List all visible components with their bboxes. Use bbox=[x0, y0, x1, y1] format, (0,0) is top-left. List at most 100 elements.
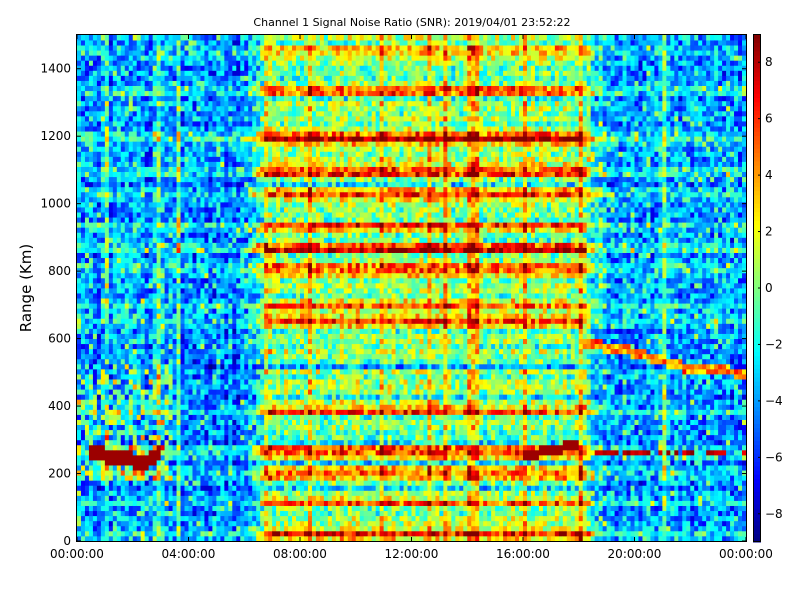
heatmap-cell bbox=[88, 166, 94, 173]
heatmap-cell bbox=[104, 363, 110, 370]
heatmap-cell bbox=[236, 525, 241, 532]
heatmap-cell bbox=[204, 110, 209, 117]
heatmap-cell bbox=[248, 460, 253, 466]
heatmap-cell bbox=[148, 343, 154, 350]
heatmap-cell bbox=[216, 323, 221, 329]
heatmap-cell bbox=[216, 424, 221, 431]
heatmap-cell bbox=[192, 45, 197, 51]
heatmap-cell bbox=[96, 282, 102, 289]
heatmap-cell bbox=[232, 348, 237, 355]
heatmap-cell bbox=[176, 444, 181, 451]
heatmap-cell bbox=[216, 121, 221, 127]
heatmap-cell bbox=[220, 186, 225, 193]
heatmap-cell bbox=[244, 136, 249, 142]
heatmap-cell bbox=[104, 515, 110, 522]
heatmap-cell bbox=[108, 379, 114, 385]
heatmap-cell bbox=[120, 429, 126, 436]
heatmap-cell bbox=[120, 379, 126, 385]
heatmap-cell bbox=[220, 85, 225, 92]
heatmap-cell bbox=[224, 131, 229, 137]
heatmap-cell bbox=[228, 242, 233, 248]
heatmap-cell bbox=[140, 181, 146, 188]
heatmap-cell bbox=[100, 293, 106, 299]
heatmap-cell bbox=[136, 358, 142, 365]
heatmap-cell bbox=[80, 252, 86, 259]
heatmap-cell bbox=[176, 105, 181, 112]
heatmap-cell bbox=[80, 267, 86, 274]
heatmap-cell bbox=[128, 267, 134, 274]
heatmap-cell bbox=[80, 368, 86, 375]
heatmap-cell bbox=[236, 535, 241, 542]
heatmap-cell bbox=[148, 338, 154, 345]
heatmap-cell bbox=[160, 232, 166, 238]
heatmap-cell bbox=[77, 166, 82, 173]
heatmap-cell bbox=[128, 262, 134, 269]
heatmap-cell bbox=[172, 530, 177, 537]
heatmap-cell bbox=[160, 85, 166, 92]
heatmap-cell bbox=[256, 100, 261, 107]
heatmap-cell bbox=[240, 414, 245, 420]
heatmap-cell bbox=[77, 399, 82, 405]
heatmap-cell bbox=[132, 85, 138, 92]
heatmap-cell bbox=[196, 313, 201, 319]
heatmap-cell bbox=[96, 328, 102, 334]
heatmap-cell bbox=[144, 227, 150, 233]
heatmap-cell bbox=[168, 186, 173, 193]
heatmap-cell bbox=[200, 201, 205, 208]
heatmap-cell bbox=[116, 176, 122, 183]
heatmap-cell bbox=[84, 328, 90, 334]
heatmap-cell bbox=[260, 480, 265, 486]
heatmap-cell bbox=[232, 166, 237, 173]
heatmap-cell bbox=[160, 343, 166, 350]
heatmap-cell bbox=[156, 201, 162, 208]
heatmap-cell bbox=[92, 409, 98, 415]
heatmap-cell bbox=[264, 40, 269, 46]
heatmap-cell bbox=[176, 186, 181, 193]
heatmap-cell bbox=[136, 348, 142, 355]
heatmap-cell bbox=[252, 348, 257, 355]
heatmap-cell bbox=[272, 201, 277, 208]
heatmap-cell bbox=[160, 207, 166, 213]
heatmap-cell bbox=[208, 288, 213, 294]
heatmap-cell bbox=[188, 419, 193, 426]
heatmap-cell bbox=[192, 318, 197, 324]
heatmap-cell bbox=[104, 282, 110, 289]
heatmap-cell bbox=[116, 328, 122, 334]
heatmap-cell bbox=[124, 161, 130, 167]
heatmap-cell bbox=[100, 475, 106, 481]
heatmap-cell bbox=[252, 454, 257, 461]
heatmap-cell bbox=[140, 404, 146, 410]
heatmap-cell bbox=[272, 282, 277, 289]
heatmap-cell bbox=[176, 257, 181, 264]
heatmap-cell bbox=[140, 272, 146, 279]
heatmap-cell bbox=[240, 267, 245, 274]
heatmap-cell bbox=[232, 328, 237, 334]
heatmap-cell bbox=[156, 389, 162, 395]
heatmap-cell bbox=[164, 515, 169, 522]
heatmap-cell bbox=[248, 110, 253, 117]
heatmap-cell bbox=[164, 368, 169, 375]
heatmap-cell bbox=[244, 475, 249, 481]
heatmap-cell bbox=[108, 136, 114, 142]
heatmap-cell bbox=[164, 262, 169, 269]
heatmap-cell bbox=[132, 227, 138, 233]
heatmap-cell bbox=[192, 399, 197, 405]
heatmap-cell bbox=[92, 394, 98, 400]
heatmap-cell bbox=[100, 429, 106, 436]
heatmap-cell bbox=[176, 510, 181, 517]
heatmap-cell bbox=[272, 374, 277, 380]
heatmap-cell bbox=[156, 171, 162, 178]
heatmap-cell bbox=[164, 161, 169, 167]
heatmap-cell bbox=[77, 282, 82, 289]
heatmap-cell bbox=[248, 131, 253, 137]
heatmap-cell bbox=[88, 444, 94, 451]
heatmap-cell bbox=[168, 384, 173, 390]
heatmap-cell bbox=[164, 434, 169, 441]
heatmap-cell bbox=[116, 384, 122, 390]
heatmap-cell bbox=[256, 328, 261, 334]
heatmap-cell bbox=[108, 338, 114, 345]
heatmap-cell bbox=[268, 308, 273, 314]
heatmap-cell bbox=[164, 95, 169, 102]
heatmap-cell bbox=[200, 207, 205, 213]
heatmap-cell bbox=[132, 439, 138, 446]
